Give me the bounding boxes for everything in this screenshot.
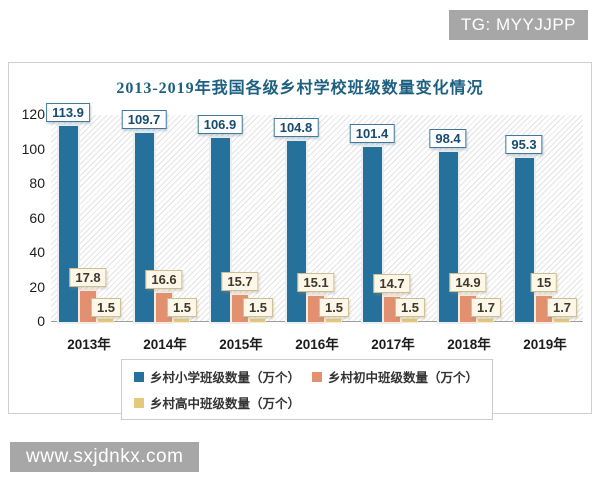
bar-high-school xyxy=(478,319,493,322)
data-label-primary-school: 101.4 xyxy=(349,124,395,144)
bar-high-school xyxy=(326,319,341,322)
legend-swatch-icon xyxy=(312,371,323,382)
bar-high-school xyxy=(174,319,189,322)
data-label-high-school: 1.5 xyxy=(90,298,122,318)
legend-swatch-icon xyxy=(134,397,144,408)
watermark-telegram-badge: TG: MYYJJPP xyxy=(448,10,588,40)
bar-high-school xyxy=(98,319,113,322)
y-axis-tick: 20 xyxy=(29,278,45,295)
data-label-high-school: 1.5 xyxy=(394,298,426,318)
bar-primary-school xyxy=(59,125,78,322)
x-axis-label: 2017年 xyxy=(371,337,415,352)
x-axis-label: 2015年 xyxy=(219,337,263,352)
legend: 乡村小学班级数量（万个） 乡村初中班级数量（万个） 乡村高中班级数量（万个） xyxy=(121,359,493,420)
data-label-middle-school: 16.6 xyxy=(145,270,183,290)
watermark-website-badge: www.sxjdnkx.com xyxy=(10,442,200,472)
y-axis-tick: 0 xyxy=(37,313,45,329)
data-label-middle-school: 15.7 xyxy=(221,271,259,291)
y-axis-tick: 120 xyxy=(21,106,45,122)
legend-swatch-icon xyxy=(134,371,144,382)
x-axis-label: 2013年 xyxy=(67,337,111,352)
chart-container: 2013-2019年我国各级乡村学校班级数量变化情况 乡村小学班级数量（万个）乡… xyxy=(8,62,592,420)
y-axis-tick: 80 xyxy=(29,175,45,191)
bar-primary-school xyxy=(515,157,534,322)
data-label-middle-school: 14.9 xyxy=(449,273,487,293)
bar-primary-school xyxy=(287,141,306,322)
legend-item: 乡村小学班级数量（万个） xyxy=(134,367,300,386)
bar-primary-school xyxy=(211,137,230,322)
bar-primary-school xyxy=(439,152,458,322)
x-axis-label: 2019年 xyxy=(523,337,567,352)
legend-label: 乡村初中班级数量（万个） xyxy=(328,371,479,385)
data-label-high-school: 1.5 xyxy=(318,298,350,318)
x-axis-label: 2016年 xyxy=(295,337,339,352)
data-label-primary-school: 109.7 xyxy=(121,109,167,129)
chart-title: 2013-2019年我国各级乡村学校班级数量变化情况 xyxy=(116,80,484,97)
data-label-high-school: 1.7 xyxy=(546,298,578,318)
data-label-high-school: 1.5 xyxy=(166,298,198,318)
data-label-primary-school: 98.4 xyxy=(429,129,467,149)
data-label-primary-school: 113.9 xyxy=(46,102,90,122)
data-label-high-school: 1.7 xyxy=(470,298,502,318)
bar-primary-school xyxy=(363,147,382,322)
y-axis-tick: 100 xyxy=(21,140,45,157)
x-axis-label: 2018年 xyxy=(447,337,491,352)
bar-high-school xyxy=(554,319,569,322)
data-label-middle-school: 17.8 xyxy=(69,268,107,288)
data-label-primary-school: 104.8 xyxy=(273,118,319,138)
bar-high-school xyxy=(250,319,265,322)
legend-item: 乡村初中班级数量（万个） xyxy=(312,367,478,386)
data-label-primary-school: 106.9 xyxy=(197,114,243,134)
data-label-high-school: 1.5 xyxy=(242,298,274,318)
data-label-middle-school: 14.7 xyxy=(373,273,411,293)
legend-label: 乡村高中班级数量（万个） xyxy=(150,397,301,411)
data-label-primary-school: 95.3 xyxy=(505,134,543,154)
y-axis-tick: 40 xyxy=(29,244,45,260)
y-axis-tick: 60 xyxy=(29,209,45,226)
legend-label: 乡村小学班级数量（万个） xyxy=(150,371,301,385)
x-axis-label: 2014年 xyxy=(143,337,187,352)
legend-item: 乡村高中班级数量（万个） xyxy=(134,393,300,412)
data-label-middle-school: 15.1 xyxy=(297,272,335,292)
bar-high-school xyxy=(402,319,417,322)
bar-primary-school xyxy=(135,132,154,322)
data-label-middle-school: 15 xyxy=(530,273,558,293)
